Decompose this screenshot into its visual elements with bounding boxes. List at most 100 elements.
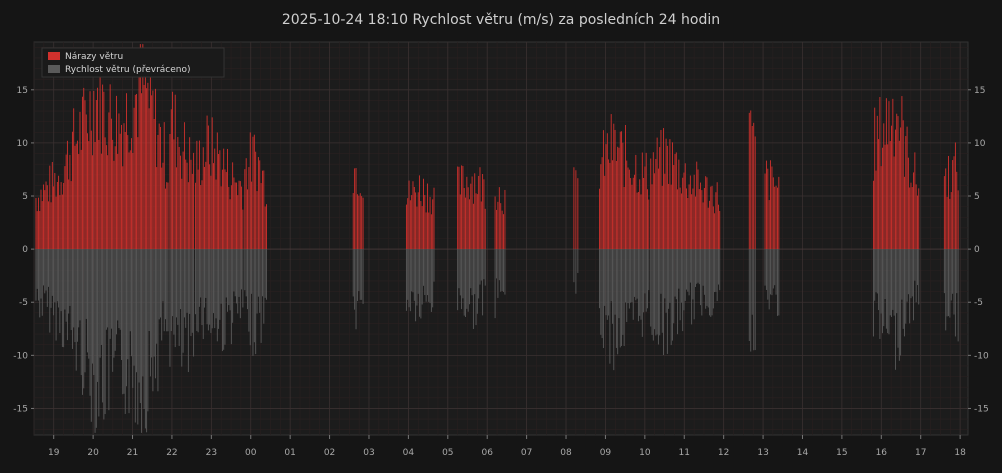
gust-bar <box>141 93 143 250</box>
gust-bar <box>58 175 60 250</box>
x-tick-label: 02 <box>324 448 335 458</box>
gust-bar <box>190 159 192 250</box>
speed-bar <box>182 249 184 353</box>
gust-bar <box>709 200 710 250</box>
gust-bar <box>210 175 212 250</box>
speed-bar <box>64 249 66 310</box>
speed-bar <box>151 249 153 358</box>
speed-bar <box>177 249 179 325</box>
speed-bar <box>359 249 361 300</box>
gust-bar <box>652 152 654 250</box>
speed-bar <box>626 249 628 322</box>
gust-bar <box>185 159 187 250</box>
gust-bar <box>471 176 473 250</box>
speed-bar <box>470 249 472 289</box>
gust-bar <box>123 123 125 250</box>
speed-bar <box>147 249 149 412</box>
gust-bar <box>74 145 76 250</box>
gust-bar <box>619 131 621 250</box>
speed-bar <box>675 249 677 300</box>
gust-bar <box>186 162 188 250</box>
x-tick-label: 14 <box>797 448 809 458</box>
gust-bar <box>35 197 37 250</box>
gust-bar <box>158 123 160 250</box>
x-tick-label: 15 <box>836 448 847 458</box>
gust-bar <box>177 137 179 250</box>
gust-bar <box>122 166 124 250</box>
speed-bar <box>905 249 907 324</box>
gust-bar <box>103 91 105 250</box>
legend-swatch-speed <box>48 65 60 73</box>
speed-bar <box>56 249 58 302</box>
x-tick-label: 03 <box>363 448 374 458</box>
gust-bar <box>36 211 38 250</box>
gust-bar <box>85 114 87 250</box>
gust-bar <box>417 192 419 250</box>
speed-bar <box>105 249 107 330</box>
gust-bar <box>221 169 223 250</box>
gust-bar <box>419 175 421 250</box>
speed-bar <box>227 249 228 312</box>
speed-bar <box>233 249 235 292</box>
speed-bar <box>68 249 70 314</box>
legend-label-speed: Rychlost větru (převráceno) <box>65 65 191 75</box>
speed-bar <box>902 249 904 329</box>
y-tick-label-left: 10 <box>17 139 29 149</box>
speed-bar <box>252 249 254 356</box>
gust-bar <box>684 163 686 250</box>
speed-bar <box>913 249 915 321</box>
gust-bar <box>476 194 478 250</box>
speed-bar <box>767 249 769 300</box>
speed-bar <box>73 249 75 328</box>
speed-bar <box>883 249 885 327</box>
speed-bar <box>476 249 478 314</box>
speed-bar <box>696 249 698 284</box>
speed-bar <box>115 249 117 335</box>
speed-bar <box>43 249 44 286</box>
gust-bar <box>875 170 877 250</box>
gust-bar <box>70 181 72 250</box>
speed-bar <box>63 249 65 348</box>
gust-bar <box>244 169 246 250</box>
gust-bar <box>50 202 52 250</box>
gust-bar <box>891 125 892 250</box>
speed-bar <box>82 249 83 395</box>
speed-bar <box>657 249 659 345</box>
gust-bar <box>407 198 409 250</box>
speed-bar <box>700 249 702 306</box>
speed-bar <box>198 249 200 307</box>
speed-bar <box>957 249 959 342</box>
gust-bar <box>39 211 41 250</box>
speed-bar <box>953 249 955 315</box>
gust-bar <box>461 165 463 250</box>
speed-bar <box>644 249 646 294</box>
gust-bar <box>249 132 251 250</box>
gust-bar <box>750 110 752 250</box>
speed-bar <box>698 249 700 285</box>
gust-bar <box>673 165 675 250</box>
gust-bar <box>187 182 189 250</box>
gust-bar <box>142 44 144 250</box>
legend-swatch-gusts <box>48 52 60 60</box>
gust-bar <box>753 122 755 250</box>
speed-bar <box>210 249 212 333</box>
gust-bar <box>896 113 898 250</box>
gust-bar <box>196 140 198 250</box>
speed-bar <box>420 249 422 319</box>
gust-bar <box>885 98 887 250</box>
speed-bar <box>907 249 909 295</box>
speed-bar <box>896 249 898 314</box>
speed-bar <box>92 249 94 364</box>
speed-bar <box>146 249 148 433</box>
gust-bar <box>195 182 197 250</box>
speed-bar <box>157 249 159 392</box>
speed-bar <box>128 249 130 414</box>
speed-bar <box>260 249 262 343</box>
speed-bar <box>178 249 180 346</box>
gust-bar <box>905 136 907 250</box>
gust-bar <box>916 195 918 250</box>
speed-bar <box>126 249 127 387</box>
speed-bar <box>876 249 878 294</box>
speed-bar <box>503 249 504 292</box>
speed-bar <box>148 249 150 332</box>
